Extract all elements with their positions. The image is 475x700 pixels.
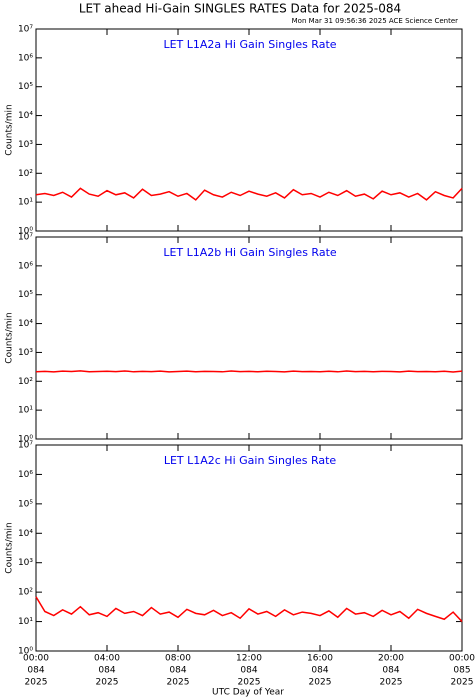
y-tick-label: 10⁰ [18,647,33,657]
x-tick-label: 085 [453,666,470,676]
x-tick-label: 084 [311,666,328,676]
plot-frame [35,444,463,652]
x-tick-label: 08:00 [165,654,191,664]
x-tick-label: 2025 [309,678,332,688]
page-title: LET ahead Hi-Gain SINGLES RATES Data for… [79,2,401,16]
y-tick-label: 10⁷ [18,441,33,451]
x-tick-label: 084 [98,666,115,676]
y-tick-label: 10⁰ [18,435,33,445]
x-tick-label: 2025 [238,678,261,688]
y-tick-label: 10² [18,169,33,179]
y-axis-label: Counts/min [5,522,15,573]
x-tick-label: 084 [382,666,399,676]
data-line [35,370,463,373]
x-tick-label: 16:00 [307,654,333,664]
plot-frame [35,236,463,440]
y-tick-label: 10¹ [18,406,33,416]
panel-title: LET L1A2c Hi Gain Singles Rate [164,454,337,467]
x-tick-label: 2025 [96,678,119,688]
data-line [35,596,463,623]
x-axis-label: UTC Day of Year [212,688,284,698]
x-tick-label: 2025 [167,678,190,688]
x-tick-label: 084 [240,666,257,676]
x-tick-label: 084 [27,666,44,676]
subtitle: Mon Mar 31 09:56:36 2025 ACE Science Cen… [292,17,458,25]
y-tick-label: 10⁰ [18,227,33,237]
y-tick-label: 10³ [18,558,33,568]
panel-title: LET L1A2a Hi Gain Singles Rate [163,38,336,51]
y-tick-label: 10⁴ [18,111,33,121]
x-tick-label: 2025 [25,678,48,688]
y-tick-label: 10⁷ [18,25,33,35]
x-tick-label: 00:00 [23,654,49,664]
y-tick-label: 10² [18,377,33,387]
x-tick-label: 12:00 [236,654,262,664]
y-tick-label: 10¹ [18,617,33,627]
x-tick-label: 04:00 [94,654,120,664]
y-tick-label: 10⁶ [18,261,33,271]
panel-title: LET L1A2b Hi Gain Singles Rate [163,246,337,259]
y-tick-label: 10⁵ [18,290,33,300]
x-tick-label: 2025 [451,678,474,688]
x-tick-label: 00:00 [449,654,475,664]
plot-frame [35,28,463,232]
y-tick-label: 10⁶ [18,470,33,480]
y-tick-label: 10³ [18,348,33,358]
y-tick-label: 10³ [18,140,33,150]
x-tick-label: 2025 [380,678,403,688]
y-axis-label: Counts/min [5,312,15,363]
y-tick-label: 10⁶ [18,53,33,63]
y-tick-label: 10⁴ [18,529,33,539]
y-tick-label: 10¹ [18,198,33,208]
y-axis-label: Counts/min [5,104,15,155]
y-tick-label: 10⁵ [18,82,33,92]
y-tick-label: 10⁵ [18,499,33,509]
y-tick-label: 10⁴ [18,319,33,329]
y-tick-label: 10⁷ [18,233,33,243]
x-tick-label: 20:00 [378,654,404,664]
y-tick-label: 10² [18,588,33,598]
data-line [35,187,463,201]
x-tick-label: 084 [169,666,186,676]
